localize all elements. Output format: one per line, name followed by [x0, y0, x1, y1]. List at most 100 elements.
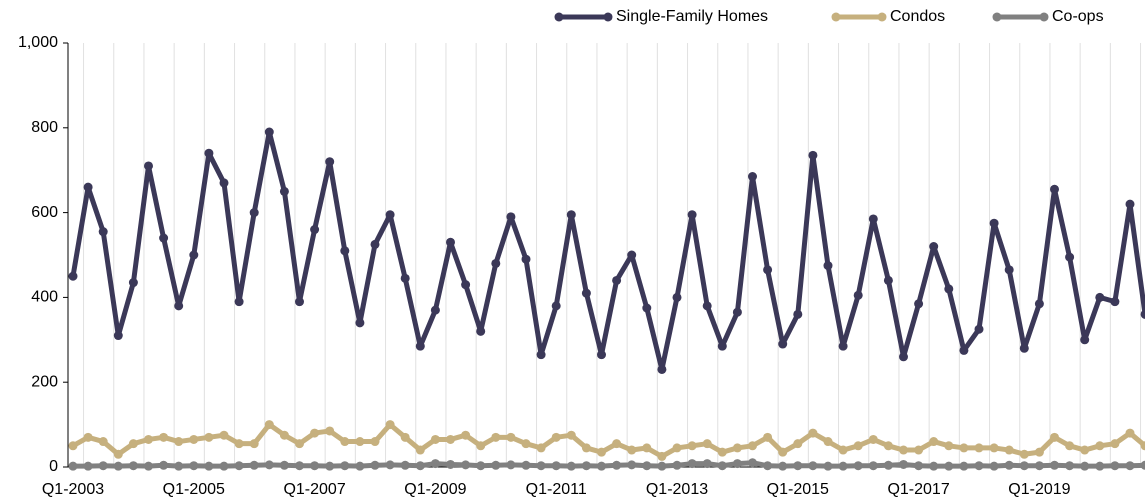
point	[430, 305, 440, 315]
point	[868, 214, 878, 224]
point	[476, 461, 486, 471]
point	[1095, 292, 1105, 302]
point	[597, 447, 606, 457]
point	[853, 290, 863, 300]
point	[68, 271, 78, 281]
point	[597, 350, 606, 360]
point	[944, 441, 954, 451]
point	[1080, 461, 1090, 471]
point	[295, 461, 304, 471]
point	[853, 441, 863, 451]
point	[295, 439, 304, 449]
point	[732, 459, 742, 469]
point	[627, 250, 637, 260]
point	[491, 258, 501, 268]
point	[793, 439, 803, 449]
point	[98, 437, 108, 447]
series-line	[73, 460, 1145, 469]
point	[612, 460, 622, 470]
point	[144, 161, 153, 171]
legend-marker	[554, 12, 564, 22]
point	[385, 420, 395, 430]
point	[1004, 460, 1014, 470]
point	[1034, 447, 1044, 457]
point	[1140, 441, 1145, 451]
point	[295, 297, 304, 307]
point	[642, 303, 652, 313]
point	[113, 461, 123, 471]
point	[400, 460, 410, 470]
point	[310, 428, 320, 438]
point	[204, 148, 214, 158]
point	[355, 318, 365, 328]
point	[506, 432, 516, 442]
point	[974, 443, 984, 453]
point	[144, 461, 153, 471]
y-tick-label: 1,000	[18, 34, 58, 51]
point	[113, 331, 123, 341]
point	[1019, 449, 1029, 459]
point	[355, 437, 365, 447]
point	[702, 301, 712, 311]
point	[68, 461, 78, 471]
point	[838, 445, 848, 455]
point	[98, 227, 108, 237]
point	[793, 461, 803, 471]
point	[536, 443, 546, 453]
point	[1050, 460, 1059, 470]
point	[642, 443, 652, 453]
point	[189, 250, 199, 260]
point	[778, 461, 788, 471]
point	[264, 460, 274, 470]
point	[128, 278, 138, 288]
point	[914, 445, 924, 455]
point	[174, 301, 184, 311]
point	[1050, 184, 1059, 194]
point	[1125, 199, 1135, 209]
point	[838, 341, 848, 351]
point	[159, 432, 169, 442]
point	[189, 434, 199, 444]
point	[113, 449, 123, 459]
point	[808, 461, 818, 471]
legend-label: Single-Family Homes	[616, 8, 768, 25]
point	[279, 460, 289, 470]
point	[249, 460, 259, 470]
point	[974, 461, 984, 471]
point	[1140, 460, 1145, 470]
point	[83, 461, 93, 471]
point	[778, 447, 788, 457]
point	[1034, 299, 1044, 309]
point	[899, 352, 908, 362]
point	[959, 345, 969, 355]
point	[234, 297, 244, 307]
x-tick-label: Q1-2007	[283, 481, 345, 498]
point	[823, 461, 833, 471]
point	[325, 461, 335, 471]
point	[657, 364, 667, 374]
point	[793, 309, 803, 319]
legend-marker	[831, 12, 841, 22]
point	[340, 246, 350, 256]
point	[385, 460, 395, 470]
point	[899, 445, 908, 455]
point	[1095, 441, 1105, 451]
x-tick-label: Q1-2017	[887, 481, 949, 498]
point	[929, 461, 939, 471]
point	[1080, 445, 1090, 455]
point	[702, 459, 712, 469]
point	[989, 461, 999, 471]
point	[1004, 265, 1014, 275]
point	[385, 210, 395, 220]
point	[415, 341, 425, 351]
point	[249, 208, 259, 218]
point	[521, 439, 531, 449]
y-tick-label: 600	[31, 204, 58, 221]
point	[370, 460, 380, 470]
point	[597, 461, 606, 471]
point	[642, 461, 652, 471]
point	[340, 461, 350, 471]
point	[581, 288, 591, 298]
point	[566, 430, 576, 440]
point	[551, 461, 561, 471]
